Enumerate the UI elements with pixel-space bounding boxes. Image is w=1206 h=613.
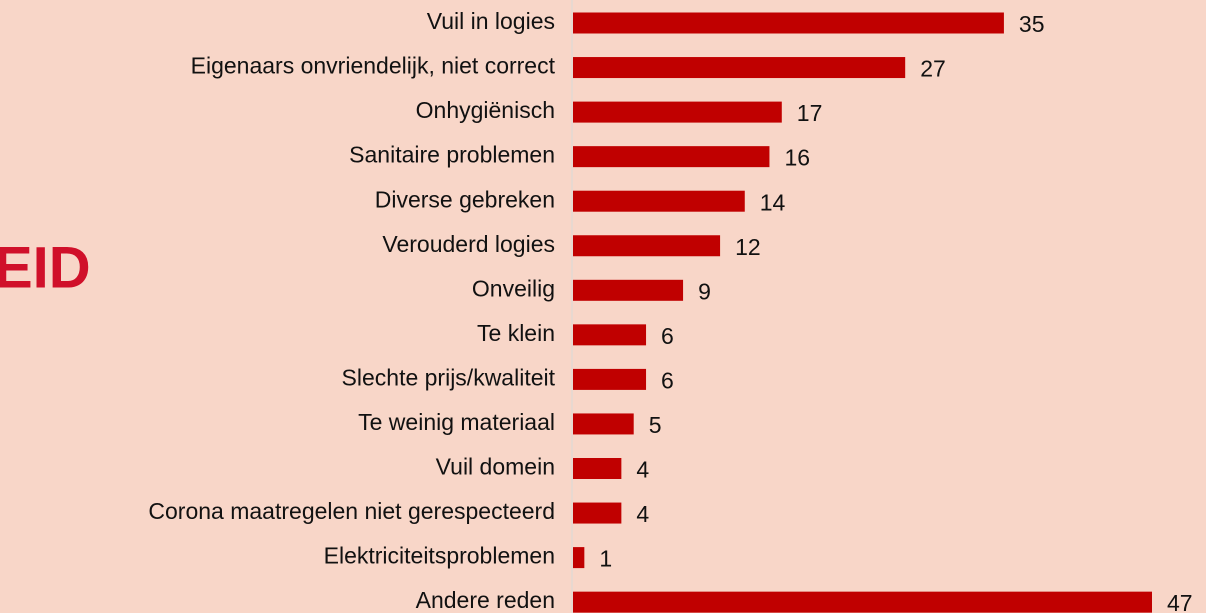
value-label: 27 (920, 56, 946, 82)
bar (573, 458, 622, 479)
category-label: Te weinig materiaal (358, 409, 555, 435)
category-label: Onhygiënisch (416, 97, 555, 123)
bar (573, 190, 745, 212)
value-label: 6 (661, 323, 674, 349)
value-label: 4 (636, 501, 649, 527)
logo-text: EID (0, 235, 91, 300)
category-label: Vuil domein (436, 454, 555, 480)
category-label: Sanitaire problemen (349, 142, 555, 168)
bar (573, 12, 1004, 34)
category-label: Slechte prijs/kwaliteit (342, 364, 556, 390)
bar (573, 547, 585, 569)
category-label: Andere reden (416, 587, 555, 613)
value-label: 35 (1019, 11, 1045, 37)
value-label: 6 (661, 367, 674, 393)
value-label: 17 (797, 100, 823, 126)
category-label: Onveilig (472, 275, 555, 301)
value-label: 9 (698, 278, 711, 304)
value-label: 14 (760, 189, 786, 215)
category-label: Elektriciteitsproblemen (324, 543, 555, 569)
category-label: Corona maatregelen niet gerespecteerd (148, 498, 555, 524)
value-label: 5 (649, 412, 662, 438)
value-label: 1 (599, 546, 612, 572)
category-label: Te klein (477, 320, 555, 346)
category-label: Eigenaars onvriendelijk, niet correct (191, 53, 556, 79)
bar (573, 591, 1152, 613)
value-label: 16 (784, 145, 810, 171)
value-label: 47 (1167, 590, 1193, 613)
bar (573, 146, 770, 168)
bar (573, 57, 906, 79)
bar (573, 279, 684, 301)
value-label: 12 (735, 234, 761, 260)
bar (573, 235, 721, 257)
category-label: Diverse gebreken (375, 186, 555, 212)
category-label: Verouderd logies (382, 231, 555, 257)
category-label: Vuil in logies (427, 8, 555, 34)
bar (573, 324, 647, 346)
bar (573, 101, 782, 123)
bar (573, 368, 647, 390)
bar (573, 413, 634, 435)
bar (573, 502, 622, 524)
value-label: 4 (636, 457, 649, 483)
